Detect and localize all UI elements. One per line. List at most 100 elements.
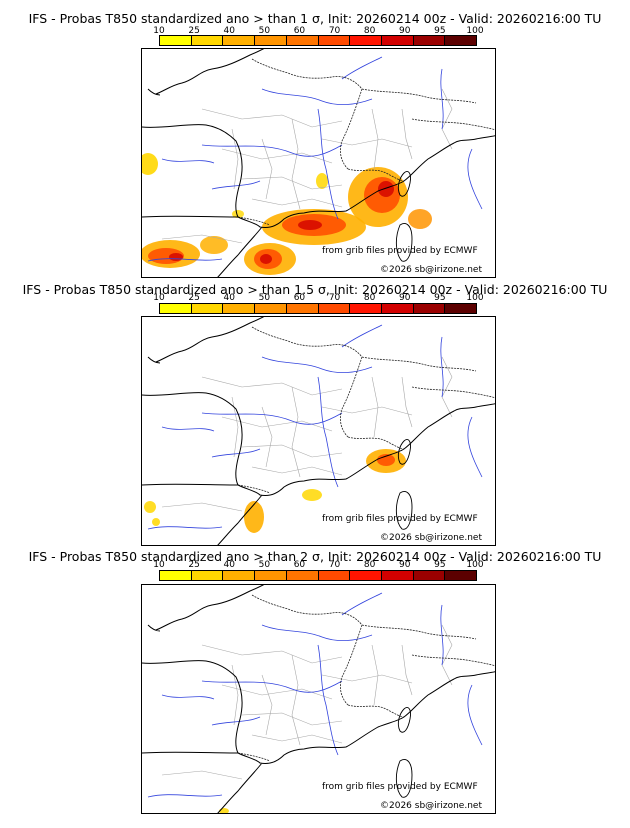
river-line xyxy=(440,68,444,130)
probability-contour xyxy=(298,220,322,230)
colorbar-tick-label: 100 xyxy=(466,293,484,303)
colorbar-tick-label: 60 xyxy=(293,293,306,303)
source-credit: from grib files provided by ECMWF xyxy=(322,514,478,524)
border-line xyxy=(340,356,363,438)
river-line xyxy=(341,56,383,80)
panel-title: IFS - Probas T850 standardized ano > tha… xyxy=(28,549,602,564)
colorbar-tick-label: 50 xyxy=(258,26,271,36)
coastline xyxy=(142,317,495,545)
colorbar-ticks: 10 25 40 50 60 70 80 90 95 100 xyxy=(153,293,483,303)
colorbar-segment xyxy=(223,571,256,580)
river-line xyxy=(211,448,261,458)
colorbar xyxy=(159,35,477,46)
colorbar-segment xyxy=(160,36,192,45)
colorbar-segment xyxy=(191,36,224,45)
copyright-credit: ©2026 sb@irizone.net xyxy=(380,533,482,543)
colorbar-tick-label: 50 xyxy=(258,293,271,303)
colorbar-segment xyxy=(160,571,192,580)
colorbar-ticks: 10 25 40 50 60 70 80 90 95 100 xyxy=(153,560,483,570)
river-line xyxy=(341,324,383,348)
corsica-outline xyxy=(397,439,411,465)
colorbar-segment xyxy=(381,36,414,45)
sardinia-outline xyxy=(395,223,413,262)
colorbar-segment xyxy=(350,571,382,580)
colorbar-tick-label: 10 xyxy=(153,293,165,303)
colorbar-segment xyxy=(318,36,351,45)
colorbar-segment xyxy=(445,304,477,313)
colorbar-tick-label: 95 xyxy=(434,560,446,570)
river-line xyxy=(467,684,483,746)
border-line xyxy=(237,484,271,494)
colorbar-tick-label: 80 xyxy=(363,293,376,303)
colorbar-tick-label: 80 xyxy=(363,560,376,570)
colorbar-tick-label: 40 xyxy=(223,26,235,36)
river-line xyxy=(317,376,339,488)
panel-title: IFS - Probas T850 standardized ano > tha… xyxy=(28,11,602,26)
river-line xyxy=(440,604,444,666)
river-line xyxy=(440,336,444,398)
river-line xyxy=(211,716,261,726)
colorbar-tick-label: 10 xyxy=(153,560,165,570)
colorbar-tick-label: 60 xyxy=(293,26,306,36)
river-line xyxy=(317,108,339,220)
river-line xyxy=(161,426,215,432)
border-line xyxy=(361,624,477,640)
probability-contour xyxy=(260,254,272,264)
sardinia-outline xyxy=(395,491,413,530)
border-line xyxy=(361,88,477,104)
colorbar-ticks: 10 25 40 50 60 70 80 90 95 100 xyxy=(153,26,483,36)
colorbar-tick-label: 70 xyxy=(328,293,341,303)
colorbar-segment xyxy=(223,36,256,45)
colorbar-tick-label: 95 xyxy=(434,26,446,36)
river-line xyxy=(261,356,373,373)
probability-map xyxy=(141,584,496,814)
corsica-outline xyxy=(397,707,411,733)
probability-contour xyxy=(142,153,158,175)
probability-contour xyxy=(200,236,228,254)
colorbar-tick-label: 80 xyxy=(363,26,376,36)
border-line xyxy=(251,58,363,90)
colorbar-tick-label: 70 xyxy=(328,26,341,36)
river-line xyxy=(341,592,383,616)
map-svg xyxy=(142,585,495,813)
border-line xyxy=(237,752,271,762)
map-svg xyxy=(142,49,495,277)
colorbar-tick-label: 60 xyxy=(293,560,306,570)
border-line xyxy=(340,624,363,706)
border-line xyxy=(251,594,363,626)
border-line xyxy=(237,216,271,226)
colorbar-tick-label: 25 xyxy=(188,26,200,36)
colorbar-segment xyxy=(381,304,414,313)
river-line xyxy=(147,258,223,262)
colorbar-tick-label: 90 xyxy=(399,293,411,303)
colorbar-segment xyxy=(413,571,446,580)
colorbar-tick-label: 70 xyxy=(328,560,341,570)
colorbar-tick-label: 100 xyxy=(466,560,484,570)
border-line xyxy=(347,704,405,718)
colorbar-segment xyxy=(286,304,319,313)
probability-contour xyxy=(244,501,264,533)
river-line xyxy=(317,644,339,756)
colorbar-segment xyxy=(255,36,287,45)
probability-contour xyxy=(316,173,328,189)
river-line xyxy=(201,680,343,693)
colorbar-tick-label: 25 xyxy=(188,293,200,303)
probability-contour xyxy=(232,210,244,218)
probability-map xyxy=(141,316,496,546)
colorbar-segment xyxy=(413,36,446,45)
colorbar-segment xyxy=(191,304,224,313)
colorbar-tick-label: 90 xyxy=(399,26,411,36)
colorbar-tick-label: 100 xyxy=(466,26,484,36)
border-line xyxy=(251,326,363,358)
colorbar-segment xyxy=(445,36,477,45)
colorbar-segment xyxy=(318,304,351,313)
probability-contour xyxy=(144,501,156,513)
river-line xyxy=(147,794,223,798)
border-line xyxy=(347,436,405,450)
river-line xyxy=(161,158,215,164)
panel-3: IFS - Probas T850 standardized ano > tha… xyxy=(0,546,630,828)
probability-map xyxy=(141,48,496,278)
river-line xyxy=(261,88,373,105)
river-line xyxy=(161,694,215,700)
border-line xyxy=(411,386,495,399)
